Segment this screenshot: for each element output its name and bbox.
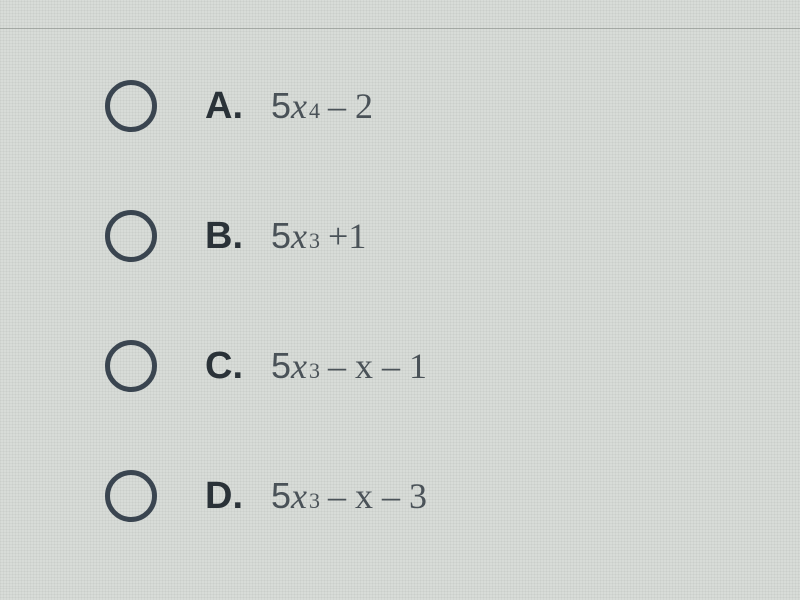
option-d-row[interactable]: D. 5x3 – x – 3 [105, 470, 433, 522]
option-c-tail: – x – 1 [328, 345, 427, 387]
option-b-expression: 5x3 +1 [271, 215, 372, 257]
option-b-letter: B. [205, 215, 253, 258]
option-a-var: x [291, 85, 307, 127]
option-c-coef: 5 [271, 345, 291, 387]
option-b-coef: 5 [271, 215, 291, 257]
radio-b[interactable] [105, 210, 157, 262]
option-a-letter: A. [205, 85, 253, 128]
option-c-letter: C. [205, 345, 253, 388]
option-b-var: x [291, 215, 307, 257]
option-b-tail: +1 [328, 215, 366, 257]
option-d-tail: – x – 3 [328, 475, 427, 517]
option-a-exp: 4 [309, 98, 320, 124]
radio-d[interactable] [105, 470, 157, 522]
option-c-expression: 5x3 – x – 1 [271, 345, 433, 387]
option-a-coef: 5 [271, 85, 291, 127]
option-b-exp: 3 [309, 228, 320, 254]
option-a-row[interactable]: A. 5x4 – 2 [105, 80, 433, 132]
option-a-tail: – 2 [328, 85, 373, 127]
option-a-expression: 5x4 – 2 [271, 85, 379, 127]
option-c-row[interactable]: C. 5x3 – x – 1 [105, 340, 433, 392]
option-c-exp: 3 [309, 358, 320, 384]
option-b-row[interactable]: B. 5x3 +1 [105, 210, 433, 262]
option-d-letter: D. [205, 475, 253, 518]
radio-c[interactable] [105, 340, 157, 392]
divider-line [0, 28, 800, 29]
option-d-coef: 5 [271, 475, 291, 517]
radio-a[interactable] [105, 80, 157, 132]
option-d-expression: 5x3 – x – 3 [271, 475, 433, 517]
option-d-exp: 3 [309, 488, 320, 514]
answer-options: A. 5x4 – 2 B. 5x3 +1 C. 5x3 – x – 1 D. 5… [105, 80, 433, 600]
option-c-var: x [291, 345, 307, 387]
option-d-var: x [291, 475, 307, 517]
